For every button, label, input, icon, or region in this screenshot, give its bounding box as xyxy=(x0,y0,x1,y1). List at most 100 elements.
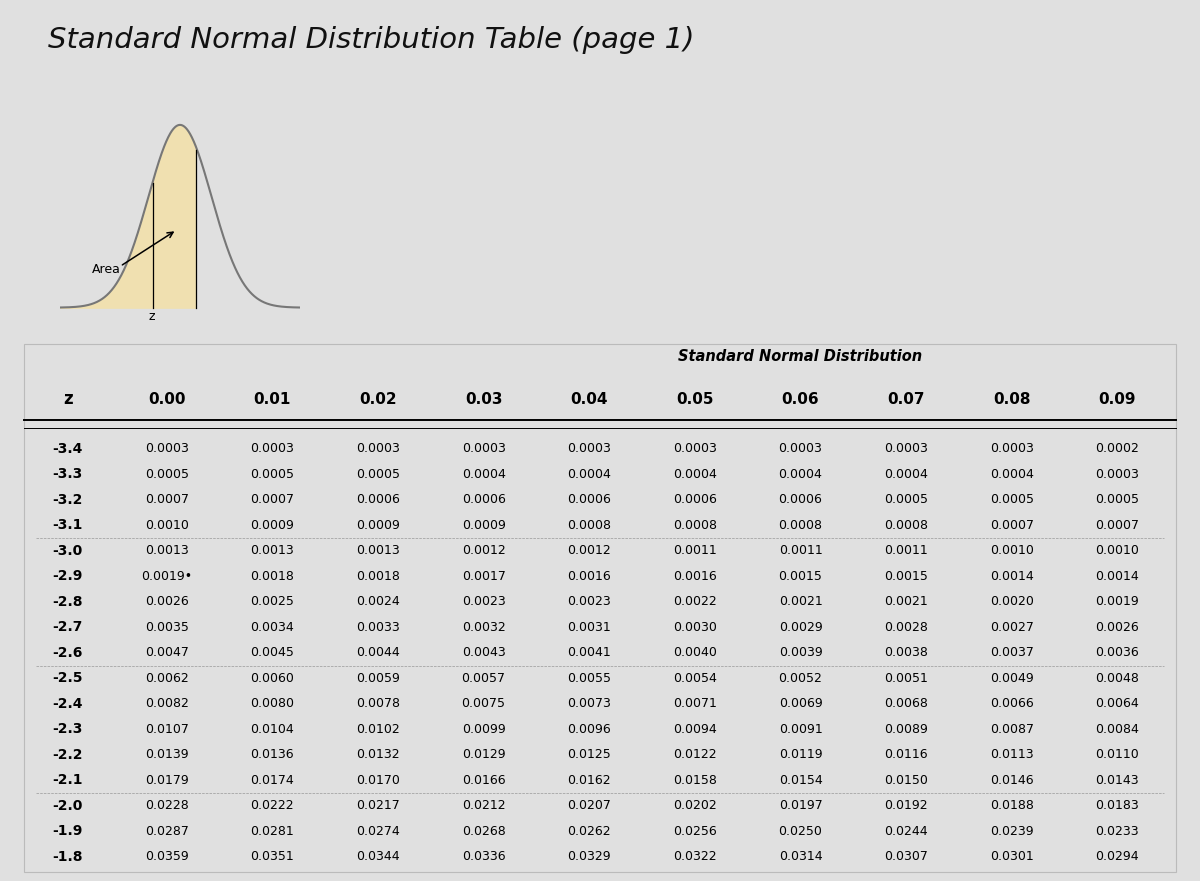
Text: 0.0005: 0.0005 xyxy=(884,493,928,507)
Text: 0.0094: 0.0094 xyxy=(673,722,716,736)
Text: 0.0089: 0.0089 xyxy=(884,722,928,736)
Text: 0.0026: 0.0026 xyxy=(1096,621,1139,633)
Text: 0.0228: 0.0228 xyxy=(145,799,188,812)
Text: 0.0004: 0.0004 xyxy=(462,468,505,481)
Text: -2.3: -2.3 xyxy=(53,722,83,737)
Text: 0.0143: 0.0143 xyxy=(1096,774,1139,787)
Text: 0.0068: 0.0068 xyxy=(884,698,928,710)
Text: 0.0239: 0.0239 xyxy=(990,825,1033,838)
Text: 0.0003: 0.0003 xyxy=(779,442,822,455)
Text: 0.0119: 0.0119 xyxy=(779,748,822,761)
Text: 0.0007: 0.0007 xyxy=(251,493,294,507)
Text: -2.8: -2.8 xyxy=(53,595,83,609)
Text: 0.0041: 0.0041 xyxy=(568,647,611,659)
Text: 0.0005: 0.0005 xyxy=(251,468,294,481)
Text: 0.0314: 0.0314 xyxy=(779,850,822,863)
Text: 0.0197: 0.0197 xyxy=(779,799,822,812)
Text: -2.0: -2.0 xyxy=(53,799,83,813)
Text: -2.9: -2.9 xyxy=(53,569,83,583)
Text: 0.0087: 0.0087 xyxy=(990,722,1033,736)
Text: 0.03: 0.03 xyxy=(464,391,503,407)
Text: 0.0006: 0.0006 xyxy=(673,493,716,507)
Text: 0.0037: 0.0037 xyxy=(990,647,1033,659)
Text: 0.0069: 0.0069 xyxy=(779,698,822,710)
Text: -2.4: -2.4 xyxy=(53,697,83,711)
Text: 0.0287: 0.0287 xyxy=(145,825,188,838)
Text: -3.3: -3.3 xyxy=(53,467,83,481)
Text: 0.0003: 0.0003 xyxy=(884,442,928,455)
Text: 0.0055: 0.0055 xyxy=(568,672,611,685)
Text: 0.0044: 0.0044 xyxy=(356,647,400,659)
Text: 0.0336: 0.0336 xyxy=(462,850,505,863)
Text: 0.0004: 0.0004 xyxy=(568,468,611,481)
Text: 0.0032: 0.0032 xyxy=(462,621,505,633)
Text: 0.0132: 0.0132 xyxy=(356,748,400,761)
Text: Area: Area xyxy=(91,263,120,277)
Text: 0.0008: 0.0008 xyxy=(568,519,611,532)
Text: 0.0030: 0.0030 xyxy=(673,621,716,633)
Text: 0.0026: 0.0026 xyxy=(145,596,188,608)
Text: 0.0281: 0.0281 xyxy=(251,825,294,838)
Text: 0.0250: 0.0250 xyxy=(779,825,822,838)
Text: 0.0048: 0.0048 xyxy=(1096,672,1139,685)
Text: z: z xyxy=(149,310,156,323)
Text: Standard Normal Distribution: Standard Normal Distribution xyxy=(678,349,923,365)
Text: 0.0222: 0.0222 xyxy=(251,799,294,812)
Text: 0.0006: 0.0006 xyxy=(462,493,505,507)
Text: 0.0071: 0.0071 xyxy=(673,698,716,710)
Text: 0.0011: 0.0011 xyxy=(779,544,822,558)
Text: 0.0014: 0.0014 xyxy=(1096,570,1139,583)
Text: 0.0099: 0.0099 xyxy=(462,722,505,736)
Text: -1.8: -1.8 xyxy=(53,850,83,863)
Text: 0.0040: 0.0040 xyxy=(673,647,716,659)
Text: 0.0322: 0.0322 xyxy=(673,850,716,863)
Text: 0.0329: 0.0329 xyxy=(568,850,611,863)
Text: -3.4: -3.4 xyxy=(53,442,83,455)
Text: 0.0012: 0.0012 xyxy=(462,544,505,558)
Text: 0.0003: 0.0003 xyxy=(251,442,294,455)
Text: 0.0027: 0.0027 xyxy=(990,621,1033,633)
Text: 0.0129: 0.0129 xyxy=(462,748,505,761)
Text: 0.0045: 0.0045 xyxy=(251,647,294,659)
Text: 0.0015: 0.0015 xyxy=(779,570,822,583)
Text: 0.0008: 0.0008 xyxy=(884,519,928,532)
Text: 0.0039: 0.0039 xyxy=(779,647,822,659)
Text: 0.0005: 0.0005 xyxy=(990,493,1033,507)
Text: 0.0052: 0.0052 xyxy=(779,672,822,685)
Text: 0.0107: 0.0107 xyxy=(145,722,188,736)
Text: 0.0016: 0.0016 xyxy=(673,570,716,583)
Text: 0.0174: 0.0174 xyxy=(251,774,294,787)
Text: 0.0028: 0.0028 xyxy=(884,621,928,633)
Text: 0.0047: 0.0047 xyxy=(145,647,188,659)
Text: 0.0004: 0.0004 xyxy=(673,468,716,481)
Text: 0.0003: 0.0003 xyxy=(145,442,188,455)
Text: -2.7: -2.7 xyxy=(53,620,83,634)
Text: 0.0059: 0.0059 xyxy=(356,672,400,685)
Text: 0.0013: 0.0013 xyxy=(145,544,188,558)
Text: 0.0011: 0.0011 xyxy=(884,544,928,558)
Text: 0.0146: 0.0146 xyxy=(990,774,1033,787)
Text: 0.0007: 0.0007 xyxy=(145,493,188,507)
Text: 0.0102: 0.0102 xyxy=(356,722,400,736)
Text: 0.0033: 0.0033 xyxy=(356,621,400,633)
Text: 0.0256: 0.0256 xyxy=(673,825,716,838)
Text: 0.0192: 0.0192 xyxy=(884,799,928,812)
Text: 0.0096: 0.0096 xyxy=(568,722,611,736)
Text: 0.0003: 0.0003 xyxy=(356,442,400,455)
Text: -3.2: -3.2 xyxy=(53,492,83,507)
Text: 0.0351: 0.0351 xyxy=(251,850,294,863)
Text: 0.0008: 0.0008 xyxy=(779,519,822,532)
Text: 0.0021: 0.0021 xyxy=(884,596,928,608)
Text: 0.0122: 0.0122 xyxy=(673,748,716,761)
Text: 0.0043: 0.0043 xyxy=(462,647,505,659)
Text: 0.0082: 0.0082 xyxy=(145,698,188,710)
Text: -1.9: -1.9 xyxy=(53,825,83,839)
Text: 0.0207: 0.0207 xyxy=(568,799,611,812)
Text: 0.0179: 0.0179 xyxy=(145,774,188,787)
Text: 0.0009: 0.0009 xyxy=(251,519,294,532)
Text: 0.0020: 0.0020 xyxy=(990,596,1033,608)
Text: 0.0019: 0.0019 xyxy=(1096,596,1139,608)
Text: 0.0025: 0.0025 xyxy=(251,596,294,608)
Text: 0.0125: 0.0125 xyxy=(568,748,611,761)
Text: 0.0274: 0.0274 xyxy=(356,825,400,838)
